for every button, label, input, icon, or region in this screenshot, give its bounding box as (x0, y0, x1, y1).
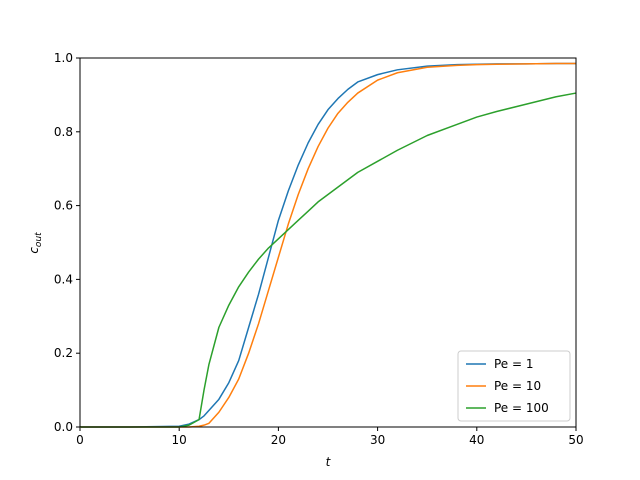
line-series (80, 92, 577, 428)
y-tick-label: 0.2 (54, 346, 73, 360)
y-tick-label: 0.8 (54, 125, 73, 139)
line-series (80, 62, 576, 428)
y-tick-label: 0.6 (54, 199, 73, 213)
legend-label: Pe = 100 (494, 401, 549, 415)
x-axis-label: t (326, 455, 332, 469)
legend-box (457, 350, 571, 422)
x-tick-label: 20 (271, 433, 286, 447)
y-axis-label-main: c (27, 247, 41, 254)
x-tick-label: 0 (76, 433, 84, 447)
x-tick-label: 40 (469, 433, 484, 447)
y-tick-label: 0.4 (54, 272, 73, 286)
legend-label: Pe = 10 (494, 379, 541, 393)
x-tick-label: 50 (568, 433, 583, 447)
plot-frame (79, 57, 577, 428)
legend-label: Pe = 1 (494, 357, 534, 371)
y-tick-label: 1.0 (54, 51, 73, 65)
x-tick-label: 30 (370, 433, 385, 447)
y-tick-label: 0.0 (54, 420, 73, 434)
x-tick-label: 10 (172, 433, 187, 447)
y-axis-label-sub: out (34, 232, 44, 247)
y-axis-label: cout (27, 232, 44, 254)
